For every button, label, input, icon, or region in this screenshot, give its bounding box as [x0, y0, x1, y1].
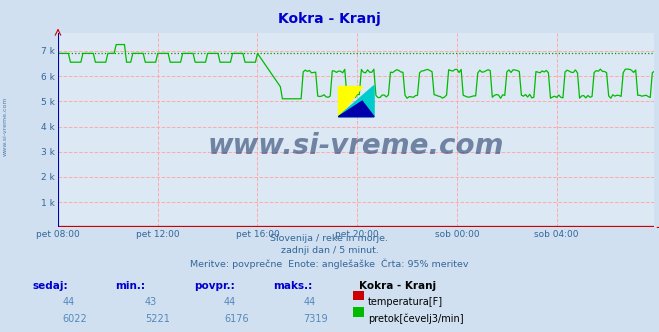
- Text: maks.:: maks.:: [273, 281, 313, 290]
- Polygon shape: [338, 101, 374, 117]
- Polygon shape: [338, 86, 374, 117]
- Text: 44: 44: [224, 297, 237, 307]
- Text: www.si-vreme.com: www.si-vreme.com: [3, 96, 8, 156]
- Text: povpr.:: povpr.:: [194, 281, 235, 290]
- Text: 7319: 7319: [303, 314, 328, 324]
- Text: sedaj:: sedaj:: [33, 281, 69, 290]
- Text: 44: 44: [63, 297, 75, 307]
- Text: zadnji dan / 5 minut.: zadnji dan / 5 minut.: [281, 246, 378, 255]
- Polygon shape: [338, 86, 362, 117]
- Text: 6176: 6176: [224, 314, 248, 324]
- Text: temperatura[F]: temperatura[F]: [368, 297, 443, 307]
- Text: Slovenija / reke in morje.: Slovenija / reke in morje.: [270, 234, 389, 243]
- Text: pretok[čevelj3/min]: pretok[čevelj3/min]: [368, 314, 463, 324]
- Text: www.si-vreme.com: www.si-vreme.com: [208, 132, 504, 160]
- Text: 44: 44: [303, 297, 316, 307]
- Text: 43: 43: [145, 297, 158, 307]
- Text: min.:: min.:: [115, 281, 146, 290]
- Text: 5221: 5221: [145, 314, 170, 324]
- Text: 6022: 6022: [63, 314, 88, 324]
- Text: Kokra - Kranj: Kokra - Kranj: [359, 281, 436, 290]
- Text: Kokra - Kranj: Kokra - Kranj: [278, 12, 381, 26]
- Text: Meritve: povprečne  Enote: anglešaške  Črta: 95% meritev: Meritve: povprečne Enote: anglešaške Črt…: [190, 259, 469, 269]
